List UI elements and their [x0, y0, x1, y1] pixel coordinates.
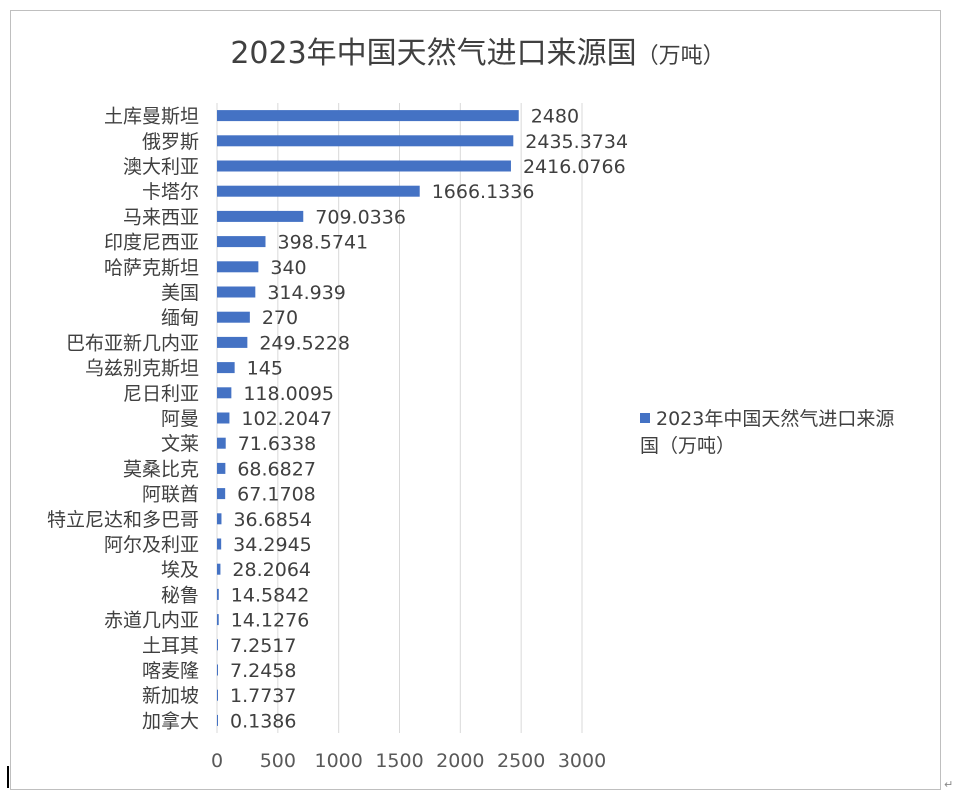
bar — [217, 185, 420, 197]
bar — [217, 210, 304, 222]
bar — [217, 236, 266, 248]
y-tick-label: 喀麦隆 — [142, 660, 199, 682]
legend-label-line1: 2023年中国天然气进口来源 — [656, 408, 895, 430]
data-label: 34.2945 — [233, 534, 312, 556]
y-tick-label: 缅甸 — [161, 307, 199, 329]
bar — [217, 362, 235, 374]
data-label: 118.0095 — [243, 383, 334, 405]
data-label: 67.1708 — [237, 484, 316, 506]
data-label: 145 — [247, 358, 283, 380]
bar — [217, 614, 219, 626]
y-tick-label: 哈萨克斯坦 — [104, 257, 199, 279]
data-label: 398.5741 — [277, 232, 368, 254]
data-label: 709.0336 — [315, 206, 406, 228]
y-tick-label: 土库曼斯坦 — [104, 106, 199, 128]
data-label: 1666.1336 — [432, 181, 535, 203]
y-tick-label: 特立尼达和多巴哥 — [47, 509, 199, 531]
data-label: 0.1386 — [230, 710, 296, 732]
data-label: 2480 — [531, 106, 579, 128]
y-tick-label: 加拿大 — [142, 709, 199, 732]
x-tick-label: 500 — [260, 750, 296, 772]
bar — [217, 412, 230, 424]
data-label: 7.2458 — [230, 660, 296, 682]
bar — [217, 513, 222, 525]
data-label: 1.7737 — [230, 685, 296, 707]
y-tick-label: 文莱 — [161, 433, 199, 455]
y-tick-label: 马来西亚 — [123, 206, 199, 228]
y-tick-label: 赤道几内亚 — [104, 610, 199, 632]
chart-title: 2023年中国天然气进口来源国（万吨） — [0, 28, 955, 72]
paragraph-mark: ↵ — [944, 778, 954, 791]
chart-title-main: 2023年中国天然气进口来源国 — [230, 36, 637, 71]
bar — [217, 110, 519, 122]
x-tick-label: 2500 — [497, 750, 545, 772]
x-tick-label: 2000 — [436, 750, 484, 772]
bar — [217, 261, 259, 273]
data-label: 270 — [262, 307, 298, 329]
y-tick-label: 俄罗斯 — [142, 131, 199, 153]
bar — [217, 387, 232, 399]
bar — [217, 336, 248, 348]
bar — [217, 714, 218, 726]
y-tick-label: 新加坡 — [142, 685, 199, 707]
data-label: 36.6854 — [233, 509, 312, 531]
bar — [217, 488, 226, 500]
y-tick-label: 尼日利亚 — [123, 383, 199, 405]
bar — [217, 639, 218, 651]
y-tick-label: 秘鲁 — [161, 584, 199, 606]
data-label: 102.2047 — [241, 408, 332, 430]
bar — [217, 160, 511, 172]
data-label: 2435.3734 — [525, 131, 628, 153]
data-label: 249.5228 — [259, 332, 350, 354]
data-label: 14.5842 — [231, 584, 310, 606]
text-cursor — [7, 766, 9, 788]
data-label: 68.6827 — [237, 458, 316, 480]
y-tick-label: 土耳其 — [142, 635, 199, 657]
bar — [217, 689, 218, 701]
data-label: 28.2064 — [232, 559, 311, 581]
y-tick-label: 乌兹别克斯坦 — [85, 358, 199, 380]
data-label: 2416.0766 — [523, 156, 626, 178]
bar — [217, 538, 222, 550]
x-tick-label: 3000 — [558, 750, 606, 772]
x-tick-label: 1500 — [375, 750, 423, 772]
bar — [217, 563, 221, 575]
bar — [217, 664, 218, 676]
y-tick-label: 阿尔及利亚 — [104, 534, 199, 556]
legend-label-line2: 国（万吨） — [640, 435, 736, 457]
data-label: 14.1276 — [231, 610, 310, 632]
y-tick-label: 巴布亚新几内亚 — [66, 332, 199, 354]
bar — [217, 135, 514, 147]
x-tick-label: 0 — [211, 750, 223, 772]
y-tick-label: 莫桑比克 — [123, 458, 199, 480]
data-label: 71.6338 — [238, 433, 317, 455]
bar — [217, 311, 250, 323]
legend-swatch — [640, 413, 650, 423]
legend: 2023年中国天然气进口来源 国（万吨） — [640, 406, 940, 460]
bar — [217, 286, 256, 298]
y-tick-label: 印度尼西亚 — [104, 232, 199, 254]
y-tick-label: 澳大利亚 — [123, 156, 199, 178]
bar — [217, 437, 226, 449]
y-tick-label: 阿联酋 — [142, 484, 199, 506]
bar — [217, 462, 226, 474]
y-tick-label: 卡塔尔 — [142, 181, 199, 203]
x-tick-label: 1000 — [314, 750, 362, 772]
bar — [217, 588, 219, 600]
data-label: 7.2517 — [230, 635, 296, 657]
data-label: 340 — [270, 257, 306, 279]
y-tick-label: 埃及 — [161, 559, 199, 581]
chart-title-unit: （万吨） — [636, 44, 725, 69]
legend-entry: 2023年中国天然气进口来源 — [640, 406, 940, 433]
data-label: 314.939 — [267, 282, 346, 304]
y-tick-label: 美国 — [161, 282, 199, 304]
y-tick-label: 阿曼 — [161, 408, 199, 430]
